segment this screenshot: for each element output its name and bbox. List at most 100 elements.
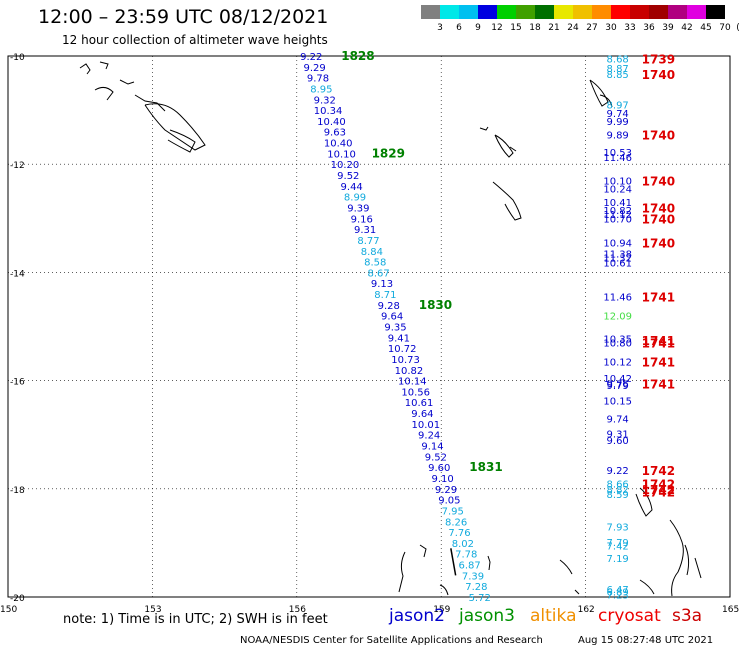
- mission-label-jason2: jason2: [389, 606, 445, 626]
- swh-value-track2: 9.31: [607, 430, 629, 441]
- swh-value-track1: 10.40: [317, 117, 346, 128]
- scale-color-box: [516, 5, 535, 19]
- scale-color-box: [573, 5, 592, 19]
- swh-value-track1: 7.95: [442, 506, 464, 517]
- swh-value-track1: 9.31: [354, 225, 376, 236]
- swh-value-track2: 11.38: [603, 249, 632, 260]
- scale-color-box: [649, 5, 668, 19]
- y-tick-label: -12: [10, 161, 25, 171]
- time-label-track2: 1740: [642, 128, 675, 142]
- scale-color-box: [706, 5, 725, 19]
- plot-frame: [7, 55, 731, 598]
- swh-value-track1: 9.22: [300, 52, 322, 63]
- swh-value-track1: 8.84: [361, 247, 383, 258]
- coastline: [167, 129, 196, 153]
- time-label-track2: 1741: [642, 337, 675, 351]
- swh-value-track2: 9.99: [607, 117, 629, 128]
- swh-value-track2: 7.19: [607, 554, 629, 565]
- time-label-track1: 1831: [469, 460, 502, 474]
- x-tick-label: 165: [722, 605, 739, 615]
- y-tick-label: -10: [10, 53, 25, 63]
- time-label-track2: 1740: [642, 68, 675, 82]
- swh-value-track1: 8.02: [452, 539, 474, 550]
- footnote: note: 1) Time is in UTC; 2) SWH is in fe…: [63, 612, 328, 627]
- swh-value-track2: 10.80: [603, 339, 632, 350]
- swh-value-track1: 7.78: [455, 550, 477, 561]
- swh-value-track1: 9.60: [428, 463, 450, 474]
- swh-value-track1: 8.71: [374, 290, 396, 301]
- swh-value-track1: 10.56: [401, 387, 430, 398]
- swh-value-track2: 10.12: [603, 358, 632, 369]
- swh-value-track1: 9.39: [347, 203, 369, 214]
- mission-label-jason3: jason3: [459, 606, 515, 626]
- swh-value-track2: 11.32: [603, 253, 632, 264]
- swh-value-track1: 7.76: [448, 528, 470, 539]
- swh-value-track1: 9.05: [438, 496, 460, 507]
- chart-title: 12:00 – 23:59 UTC 08/12/2021: [38, 6, 329, 28]
- scale-color-box: [611, 5, 630, 19]
- swh-value-track2: 9.74: [607, 109, 629, 120]
- coastline: [669, 519, 702, 597]
- scale-color-box: [440, 5, 459, 19]
- swh-value-track2: 9.22: [607, 466, 629, 477]
- swh-value-track1: 10.82: [395, 366, 424, 377]
- swh-value-track1: 9.63: [324, 128, 346, 139]
- time-label-track2: 1740: [642, 201, 675, 215]
- time-label-track1: 1830: [419, 298, 452, 312]
- swh-value-track2: 8.66: [607, 479, 629, 490]
- scale-color-box: [687, 5, 706, 19]
- time-label-track2: 1742: [642, 483, 675, 497]
- coastline: [439, 584, 449, 596]
- swh-value-track1: 10.40: [324, 139, 353, 150]
- scale-label: (ft): [736, 23, 740, 33]
- swh-value-track1: 9.52: [337, 171, 359, 182]
- mission-label-altika: altika: [530, 606, 577, 626]
- coastline: [398, 544, 427, 593]
- swh-value-track2: 7.42: [607, 542, 629, 553]
- swh-value-track1: 8.67: [367, 268, 389, 279]
- swh-value-track2: 10.70: [603, 214, 632, 225]
- time-label-track2: 1742: [642, 477, 675, 491]
- swh-value-track1: 9.14: [421, 442, 443, 453]
- swh-value-track2: 10.42: [603, 374, 632, 385]
- swh-value-track2: 6.89: [607, 588, 629, 599]
- swh-value-track1: 9.32: [314, 95, 336, 106]
- swh-value-track2: 10.35: [603, 334, 632, 345]
- scale-label: 15: [510, 23, 522, 33]
- swh-value-track1: 9.78: [307, 74, 329, 85]
- swh-value-track2: 11.12: [603, 210, 632, 221]
- scale-label: 12: [491, 23, 503, 33]
- swh-value-track2: 7.23: [607, 590, 629, 601]
- swh-value-track1: 8.77: [357, 236, 379, 247]
- coastline: [599, 94, 613, 108]
- time-label-track2: 1740: [642, 237, 675, 251]
- swh-value-track1: 9.28: [378, 301, 400, 312]
- swh-value-track1: 9.44: [341, 182, 363, 193]
- swh-value-track2: 10.82: [603, 206, 632, 217]
- y-tick-label: -18: [10, 486, 25, 496]
- swh-value-track1: 8.99: [344, 193, 366, 204]
- swh-value-track2: 10.94: [603, 239, 632, 250]
- swh-value-track2: 10.61: [603, 259, 632, 270]
- y-tick-label: -14: [10, 269, 25, 279]
- scale-label: 42: [681, 23, 693, 33]
- swh-value-track2: 10.53: [603, 148, 632, 159]
- swh-value-track1: 5.72: [469, 593, 491, 604]
- scale-label: 18: [529, 23, 541, 33]
- coastline: [144, 103, 206, 151]
- scale-color-box: [554, 5, 573, 19]
- swh-value-track2: 11.46: [603, 293, 632, 304]
- time-label-track2: 1741: [642, 356, 675, 370]
- scale-color-box: [497, 5, 516, 19]
- chart-subtitle: 12 hour collection of altimeter wave hei…: [62, 33, 328, 47]
- scale-label: 21: [548, 23, 560, 33]
- x-tick-label: 153: [144, 605, 161, 615]
- swh-value-track1: 9.10: [432, 474, 454, 485]
- coastline: [635, 487, 653, 517]
- mission-label-s3a: s3a: [672, 606, 703, 626]
- scale-label: 33: [624, 23, 636, 33]
- y-tick-label: -16: [10, 378, 25, 388]
- scale-color-box: [630, 5, 649, 19]
- scale-label: 27: [586, 23, 598, 33]
- x-tick-label: 159: [433, 605, 450, 615]
